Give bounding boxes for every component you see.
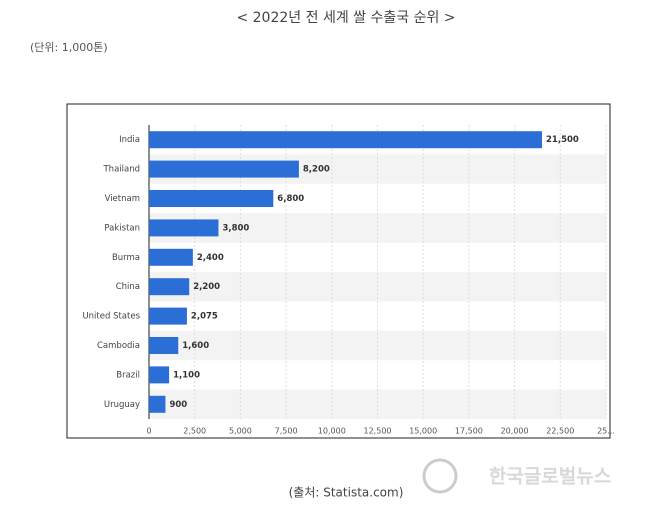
bar xyxy=(149,395,166,413)
bar xyxy=(149,278,190,296)
bar xyxy=(149,131,543,149)
bar xyxy=(149,160,299,178)
y-tick-label: Cambodia xyxy=(97,341,140,351)
value-label: 1,100 xyxy=(173,370,200,380)
y-tick-label: United States xyxy=(82,312,140,322)
chart-frame xyxy=(66,103,611,439)
bar xyxy=(149,307,187,325)
bar xyxy=(149,248,193,266)
value-label: 6,800 xyxy=(277,194,304,204)
y-tick-label: Pakistan xyxy=(104,223,140,233)
y-tick-label: India xyxy=(119,135,140,145)
value-label: 2,400 xyxy=(197,253,224,263)
x-tick-label: 7,500 xyxy=(275,427,298,436)
title: < 2022년 전 세계 쌀 수출국 순위 > xyxy=(236,10,455,26)
y-tick-label: China xyxy=(116,282,140,292)
plot: 0 2,500 5,000 7,500 10,000 12,500 15,000 17,500… xyxy=(82,125,615,436)
x-tick-label: 25... xyxy=(597,427,615,436)
value-label: 2,200 xyxy=(193,282,220,292)
bar xyxy=(149,190,274,207)
x-tick-label: 20,000 xyxy=(501,427,529,436)
value-label: 2,075 xyxy=(191,312,218,322)
x-tick-label: 15,000 xyxy=(409,427,437,436)
x-tick-label: 2,500 xyxy=(183,427,206,436)
y-tick-label: Brazil xyxy=(116,370,140,380)
x-tick-label: 5,000 xyxy=(229,427,252,436)
x-tick-label: 22,500 xyxy=(546,427,574,436)
unit-note: (단위: 1,000톤) xyxy=(30,41,108,54)
x-tick-label: 0 xyxy=(146,427,151,436)
value-label: 3,800 xyxy=(222,223,249,233)
y-tick-label: Burma xyxy=(112,253,140,263)
bar xyxy=(149,337,179,354)
value-label: 21,500 xyxy=(546,135,579,145)
bar xyxy=(149,366,170,384)
value-label: 900 xyxy=(169,400,187,410)
value-label: 8,200 xyxy=(303,165,330,175)
x-tick-label: 10,000 xyxy=(318,427,346,436)
value-label: 1,600 xyxy=(182,341,209,351)
bar xyxy=(149,219,219,237)
y-tick-label: Uruguay xyxy=(104,400,140,410)
x-tick-label: 12,500 xyxy=(364,427,392,436)
source: (출처: Statista.com) xyxy=(289,486,404,500)
y-tick-label: Thailand xyxy=(102,165,140,175)
y-tick-label: Vietnam xyxy=(105,194,140,204)
x-tick-label: 17,500 xyxy=(455,427,483,436)
watermark-logo xyxy=(422,458,458,494)
watermark: 한국글로벌뉴스 xyxy=(489,466,611,488)
